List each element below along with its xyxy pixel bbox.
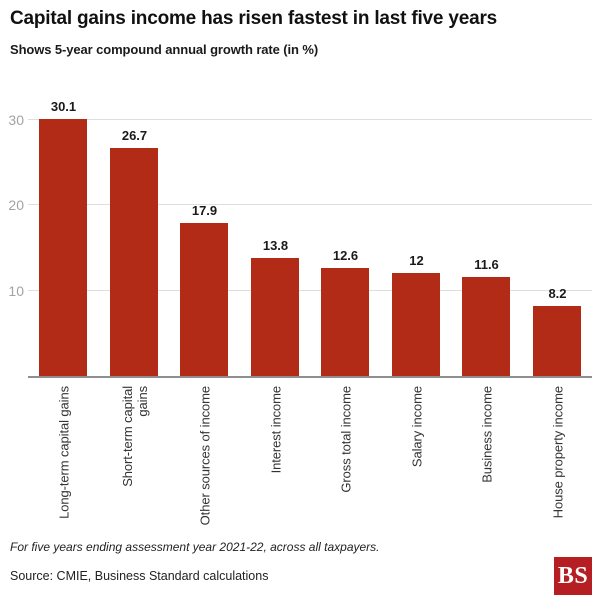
y-tick-label-30: 30 [8,112,24,128]
y-tick-label-20: 20 [8,197,24,213]
x-axis-label-text: Other sources of income [197,386,212,526]
source-text: Source: CMIE, Business Standard calculat… [10,569,269,583]
x-axis-label: Long-term capital gains [28,386,99,534]
x-axis-labels: Long-term capital gains Short-term capita… [28,386,592,534]
bar [321,268,369,376]
x-axis-label: Other sources of income [169,386,240,534]
x-axis-line [28,376,592,378]
bar-value-label: 26.7 [121,128,148,143]
gridline-30 [28,119,592,120]
bar [462,277,510,376]
x-axis-label-text: Salary income [409,386,424,468]
source-row: Source: CMIE, Business Standard calculat… [10,557,592,595]
bar [39,119,87,376]
bar-value-label: 13.8 [262,238,289,253]
y-tick-label-10: 10 [8,283,24,299]
x-axis-label-text: Long-term capital gains [56,386,71,519]
x-axis-label-text: Short-term capital gains [119,386,150,487]
x-axis-label-text: Interest income [268,386,283,474]
x-axis-label: Salary income [381,386,452,534]
business-standard-logo: BS [554,557,592,595]
bar-value-label: 12.6 [332,248,359,263]
bar [392,273,440,376]
bar-value-label: 12 [409,253,424,268]
x-axis-label: Business income [451,386,522,534]
footnote: For five years ending assessment year 20… [10,540,380,554]
x-axis-label: Interest income [240,386,311,534]
gridline-10 [28,290,592,291]
plot-area: 10 20 30 30.1 26.7 17.9 13.8 12.6 12 11.6 8.2 [8,94,592,376]
x-axis-label-text: Business income [479,386,494,483]
bar-value-label: 11.6 [474,257,499,272]
bar-value-label: 8.2 [548,286,567,301]
chart-subtitle: Shows 5-year compound annual growth rate… [10,42,319,57]
x-axis-label: House property income [522,386,593,534]
bar [251,258,299,376]
bar [533,306,581,376]
bar-value-label: 30.1 [50,99,77,114]
x-axis-label-text: House property income [550,386,565,519]
gridline-20 [28,204,592,205]
chart-title: Capital gains income has risen fastest i… [10,8,498,29]
bar-value-label: 17.9 [191,203,218,218]
x-axis-label: Gross total income [310,386,381,534]
x-axis-label-text: Gross total income [338,386,353,493]
bar [110,148,158,376]
chart-card: Capital gains income has risen fastest i… [0,8,600,608]
x-axis-label: Short-term capital gains [99,386,170,534]
bar [180,223,228,376]
bar-chart: 10 20 30 30.1 26.7 17.9 13.8 12.6 12 11.6 8.2 Long… [8,94,592,534]
